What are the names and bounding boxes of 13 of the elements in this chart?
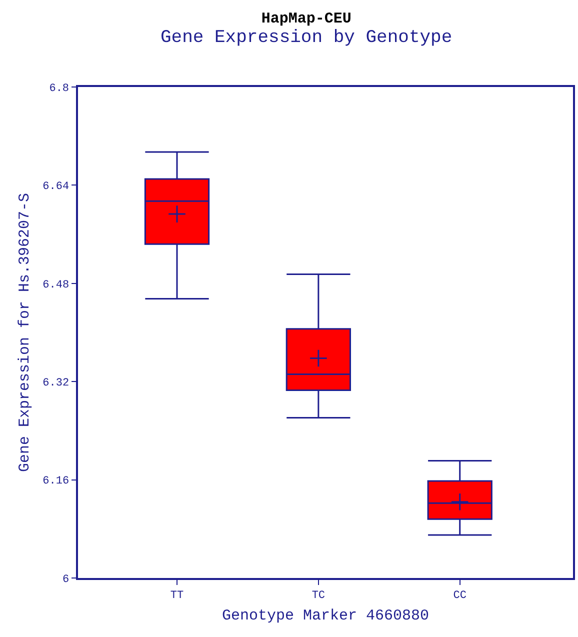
chart-title: HapMap-CEU: [261, 10, 352, 28]
x-axis-title: Genotype Marker 4660880: [222, 607, 430, 624]
y-tick-label: 6: [62, 574, 70, 586]
y-tick-label: 6.48: [42, 279, 70, 292]
y-tick-label: 6.64: [42, 181, 70, 194]
y-tick-label: 6.8: [49, 82, 70, 95]
y-tick-label: 6.16: [42, 476, 70, 488]
y-axis-title: Gene Expression for Hs.396207-S: [16, 192, 34, 472]
chart-subtitle: Gene Expression by Genotype: [160, 28, 452, 48]
y-tick-label: 6.32: [42, 377, 70, 390]
x-tick-label: TC: [312, 590, 326, 602]
x-tick-label: CC: [453, 590, 467, 602]
x-tick-label: TT: [170, 590, 184, 602]
